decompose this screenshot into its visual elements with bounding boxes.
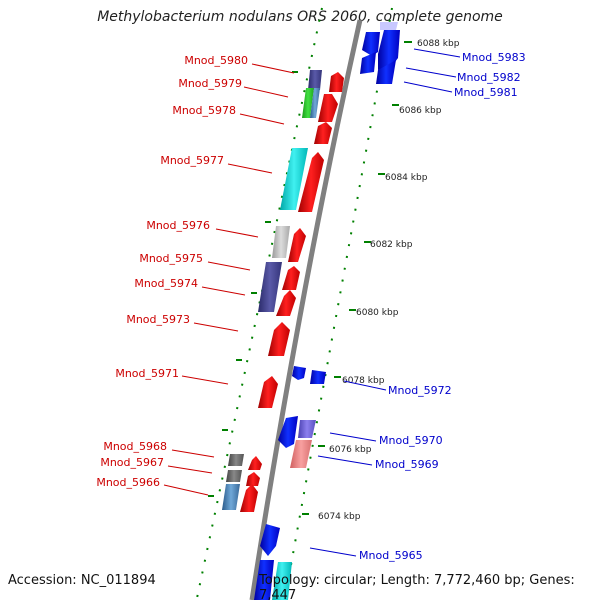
gene-arrow-5974[interactable] — [276, 290, 296, 316]
gene-arrow-bottom-cyan[interactable] — [272, 562, 292, 600]
gene-label-5982[interactable]: Mnod_5982 — [457, 71, 521, 84]
gene-arrow-red-c[interactable] — [298, 152, 324, 212]
gene-arrow-5977[interactable] — [280, 148, 308, 210]
gene-arrow-5981[interactable] — [376, 60, 396, 84]
leader-5978 — [239, 113, 285, 125]
gene-label-5971[interactable]: Mnod_5971 — [115, 367, 179, 380]
tick-label-6086: 6086 kbp — [399, 106, 442, 116]
gene-label-5973[interactable]: Mnod_5973 — [126, 313, 190, 326]
gene-arrow-5970[interactable] — [298, 420, 316, 438]
gene-label-5983[interactable]: Mnod_5983 — [462, 51, 526, 64]
gene-arrow-5969[interactable] — [290, 440, 312, 468]
gene-label-5974[interactable]: Mnod_5974 — [134, 277, 198, 290]
gene-arrow-5972[interactable] — [310, 370, 326, 384]
leader-5971 — [181, 375, 229, 385]
gene-arrow-red-h[interactable] — [240, 484, 258, 512]
gene-label-5978[interactable]: Mnod_5978 — [172, 104, 236, 117]
gene-label-5967[interactable]: Mnod_5967 — [100, 456, 164, 469]
gene-arrow-5983-b[interactable] — [378, 30, 400, 70]
leader-5983 — [413, 48, 461, 58]
gene-arrow-5983-a[interactable] — [362, 32, 380, 56]
leader-5970 — [329, 432, 377, 442]
gene-arrow-red-a[interactable] — [329, 72, 344, 92]
gene-label-5979[interactable]: Mnod_5979 — [178, 77, 242, 90]
leader-lines-left — [163, 63, 295, 496]
gene-arrow-5968[interactable] — [228, 454, 244, 466]
gene-arrow-5979-b[interactable] — [310, 88, 320, 118]
tick-label-6078: 6078 kbp — [342, 376, 385, 386]
gene-label-5969[interactable]: Mnod_5969 — [375, 458, 439, 471]
tick-label-6080: 6080 kbp — [356, 308, 399, 318]
gene-arrow-5982[interactable] — [360, 52, 376, 74]
gene-arrow-5967[interactable] — [226, 470, 242, 482]
gene-arrow-5970-a[interactable] — [278, 416, 298, 448]
leader-5967 — [167, 465, 213, 474]
gene-arrow-red-d[interactable] — [288, 228, 306, 262]
gene-labels-right: Mnod_5983 Mnod_5982 Mnod_5981 Mnod_5972 … — [359, 51, 526, 562]
gene-arrow-red-g[interactable] — [246, 472, 260, 486]
genome-backbone — [249, 19, 363, 600]
gene-arrow-bottom-blue[interactable] — [254, 560, 274, 600]
gene-arrow-red-e[interactable] — [282, 266, 300, 290]
gene-label-5966[interactable]: Mnod_5966 — [96, 476, 160, 489]
leader-5981 — [403, 81, 453, 93]
genome-stats-text: Topology: circular; Length: 7,772,460 bp… — [259, 573, 575, 600]
gene-arrow-5980[interactable] — [308, 70, 322, 90]
leader-lines-right — [309, 48, 461, 557]
gene-label-5972[interactable]: Mnod_5972 — [388, 384, 452, 397]
gene-arrow-top-light — [380, 22, 398, 30]
tick-label-6076: 6076 kbp — [329, 445, 372, 455]
gene-label-5977[interactable]: Mnod_5977 — [160, 154, 224, 167]
leader-5972 — [343, 380, 387, 391]
gene-arrow-5972-a[interactable] — [292, 366, 306, 380]
gene-arrow-5978[interactable] — [314, 122, 332, 144]
gene-label-5975[interactable]: Mnod_5975 — [139, 252, 203, 265]
gene-label-5980[interactable]: Mnod_5980 — [184, 54, 248, 67]
scale-tick-labels: 6088 kbp 6086 kbp 6084 kbp 6082 kbp 6080… — [318, 39, 460, 522]
gene-arrow-red-f[interactable] — [248, 456, 262, 470]
leader-5966 — [163, 484, 209, 496]
leader-5969 — [317, 455, 373, 466]
gene-arrow-5976[interactable] — [272, 226, 290, 258]
leader-5982 — [405, 67, 457, 78]
leader-5974 — [201, 286, 246, 296]
gene-labels-left: Mnod_5980 Mnod_5979 Mnod_5978 Mnod_5977 … — [96, 54, 248, 489]
gene-arrow-5966[interactable] — [222, 484, 240, 510]
leader-5977 — [227, 163, 273, 174]
gene-arrows — [222, 22, 400, 600]
gene-label-5965[interactable]: Mnod_5965 — [359, 549, 423, 562]
gene-arrow-5965[interactable] — [260, 524, 280, 556]
gene-arrow-red-b[interactable] — [318, 94, 338, 122]
gene-arrow-5975[interactable] — [258, 262, 282, 312]
gene-label-5981[interactable]: Mnod_5981 — [454, 86, 518, 99]
leader-5979 — [243, 86, 289, 98]
leader-5968 — [171, 449, 215, 458]
leader-5980 — [251, 63, 295, 74]
accession-text: Accession: NC_011894 — [8, 573, 156, 588]
tick-label-6088: 6088 kbp — [417, 39, 460, 49]
leader-5975 — [207, 261, 251, 271]
gene-arrow-5971[interactable] — [258, 376, 278, 408]
leader-5965 — [309, 547, 357, 557]
gene-label-5968[interactable]: Mnod_5968 — [103, 440, 167, 453]
leader-5973 — [193, 322, 239, 332]
gene-arrow-5973[interactable] — [268, 322, 290, 356]
gene-label-5976[interactable]: Mnod_5976 — [146, 219, 210, 232]
tick-label-6074: 6074 kbp — [318, 512, 361, 522]
scale-tick-marks — [208, 41, 412, 515]
tick-label-6084: 6084 kbp — [385, 173, 428, 183]
leader-5976 — [215, 228, 259, 238]
map-title: Methylobacterium nodulans ORS 2060, comp… — [97, 9, 503, 25]
gene-label-5970[interactable]: Mnod_5970 — [379, 434, 443, 447]
tick-label-6082: 6082 kbp — [370, 240, 413, 250]
